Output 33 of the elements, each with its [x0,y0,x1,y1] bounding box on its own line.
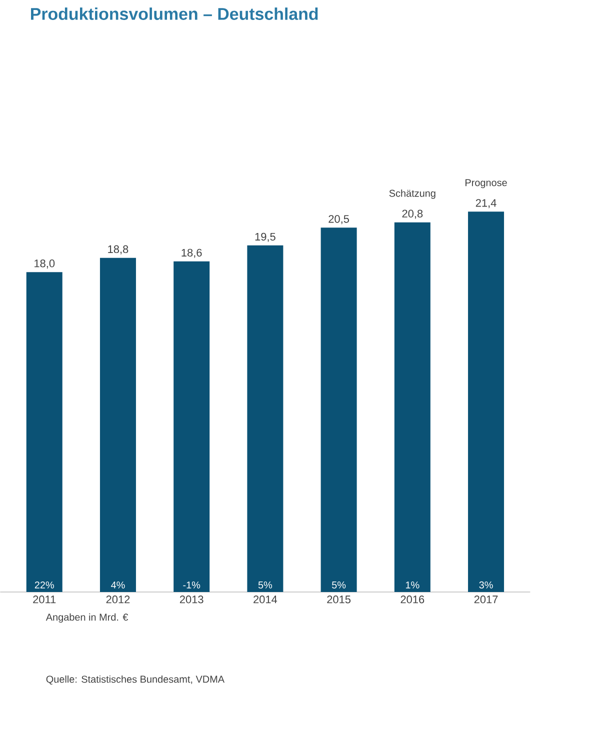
x-tick-label: 2012 [106,596,130,604]
x-tick-label: 2016 [400,596,424,604]
x-tick-label: 2011 [32,596,56,604]
x-tick-label: 2015 [326,596,350,604]
annotation: 3% [479,581,493,588]
bar [320,228,357,592]
annotation: 4% [110,582,125,588]
data-label: 18,6 [182,248,202,258]
data-label: 18,8 [108,245,128,254]
data-label: 20,8 [402,210,422,219]
x-tick-label: 2013 [180,596,204,604]
annotation: Prognose [465,179,507,188]
annotation: 5% [258,581,272,588]
data-label: 21,4 [476,199,496,208]
text: Angaben in Mrd. € [46,613,128,623]
bar [468,212,504,592]
bar [173,261,210,592]
x-tick-label: 2017 [474,596,498,604]
chart-title: Produktionsvolumen – Deutschland [30,8,318,20]
bar [26,272,62,592]
annotation: -1% [182,582,200,588]
bar [394,222,430,592]
annotation: 22% [34,581,54,588]
x-tick-label: 2014 [253,596,277,604]
data-label: 18,0 [34,260,54,269]
bar [100,258,136,592]
source-note: Quelle: Statistisches Bundesamt, VDMA [46,675,224,685]
bar [247,245,284,592]
data-label: 20,5 [328,215,349,224]
annotation: 5% [332,581,346,588]
data-label: 19,5 [255,232,276,242]
annotation: Schätzung [389,190,436,199]
annotation: 1% [406,582,420,588]
